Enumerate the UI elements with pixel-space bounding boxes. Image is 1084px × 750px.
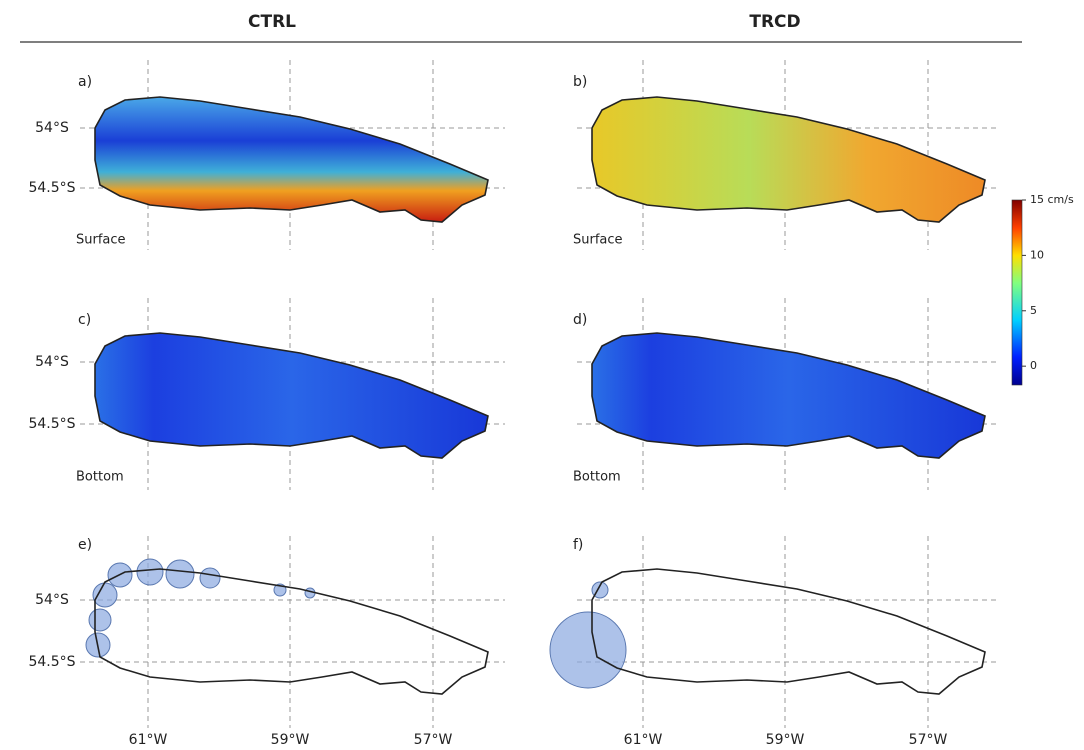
map-outline <box>94 568 489 695</box>
panel-label: f) <box>573 537 583 553</box>
layer-label: Bottom <box>573 470 621 485</box>
colorbar <box>1011 199 1023 386</box>
lon-label: 57°W <box>414 732 453 748</box>
circles <box>85 558 627 689</box>
column-title: CTRL <box>248 12 296 32</box>
colorbar-label: 0 <box>1030 359 1037 372</box>
panel-label: e) <box>78 537 92 553</box>
column-title: TRCD <box>749 12 800 32</box>
layer-label: Surface <box>76 233 126 248</box>
lon-label: 61°W <box>129 732 168 748</box>
lat-label: 54°S <box>35 354 69 370</box>
map-surface <box>94 96 489 223</box>
lon-label: 61°W <box>624 732 663 748</box>
lat-label: 54.5°S <box>28 654 75 670</box>
colorbar-label: 10 <box>1030 248 1044 261</box>
lon-label: 59°W <box>271 732 310 748</box>
map-outline <box>591 568 986 695</box>
lon-label: 57°W <box>909 732 948 748</box>
lat-label: 54.5°S <box>28 180 75 196</box>
panel-label: d) <box>573 312 587 328</box>
lat-label: 54°S <box>35 592 69 608</box>
lat-label: 54.5°S <box>28 416 75 432</box>
panel-label: b) <box>573 74 587 90</box>
panel-label: a) <box>78 74 92 90</box>
lat-label: 54°S <box>35 120 69 136</box>
panel-label: c) <box>78 312 91 328</box>
map-bottom <box>591 332 986 459</box>
layer-label: Bottom <box>76 470 124 485</box>
map-bottom <box>94 332 489 459</box>
layer-label: Surface <box>573 233 623 248</box>
map-surface <box>591 96 986 223</box>
colorbar-label: 15 cm/s <box>1030 193 1074 206</box>
lon-label: 59°W <box>766 732 805 748</box>
colorbar-label: 5 <box>1030 304 1037 317</box>
